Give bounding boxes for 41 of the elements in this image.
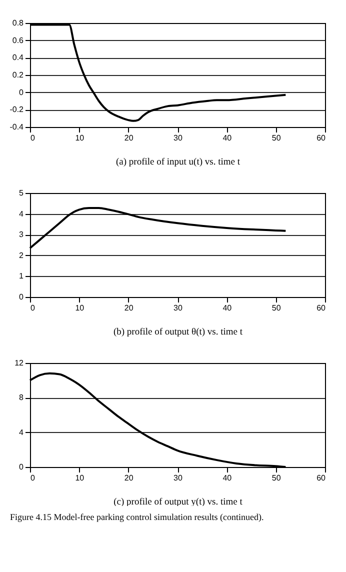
x-tick-label: 60 [316,474,326,482]
x-tick-label: 30 [174,474,183,482]
caption: Figure 4.15 Model-free parking control simulation results (continued). [10,512,265,522]
y-tick-label: 1 [19,272,24,281]
y-tick-label: 0 [19,88,24,97]
y-tick-label: 4 [19,428,24,437]
y-tick-label: 0.6 [12,36,24,45]
x-tick-label: 10 [75,304,85,312]
y-tick-label: 2 [19,250,24,260]
x-axis-title: (a) profile of input u(t) vs. time t [116,158,240,168]
y-tick-label: 8 [19,393,24,402]
x-tick-label: 60 [316,134,326,142]
x-tick-label: 0 [30,134,36,142]
y-tick-label: 0.4 [12,53,24,62]
y-tick-label: 0 [19,462,24,472]
x-tick-label: 50 [272,474,282,482]
y-tick-label: 4 [19,209,24,218]
x-tick-label: 60 [316,304,326,312]
y-tick-label: 5 [19,188,24,198]
x-tick-label: 20 [124,474,134,482]
y-tick-label: 0.2 [12,70,24,80]
x-tick-label: 0 [30,474,36,482]
x-tick-label: 10 [75,134,85,142]
x-tick-label: 20 [124,134,134,142]
x-tick-label: 50 [272,134,282,142]
x-tick-label: 40 [222,474,232,482]
y-tick-label: 3 [19,230,24,240]
x-tick-label: 20 [124,304,134,312]
x-tick-label: 30 [174,134,183,142]
x-tick-label: 40 [222,304,232,312]
x-tick-label: 10 [75,474,85,482]
y-tick-label: 0 [19,292,24,302]
x-tick-label: 50 [272,304,282,312]
y-tick-label: -0.2 [10,105,24,114]
x-tick-label: 30 [174,304,183,312]
x-tick-label: 40 [222,134,232,142]
x-axis-title: (b) profile of output θ(t) vs. time t [113,328,243,338]
y-tick-label: 0.8 [12,18,24,28]
x-tick-label: 0 [30,304,36,312]
y-tick-label: -0.4 [10,122,24,132]
y-tick-label: 12 [14,358,24,368]
